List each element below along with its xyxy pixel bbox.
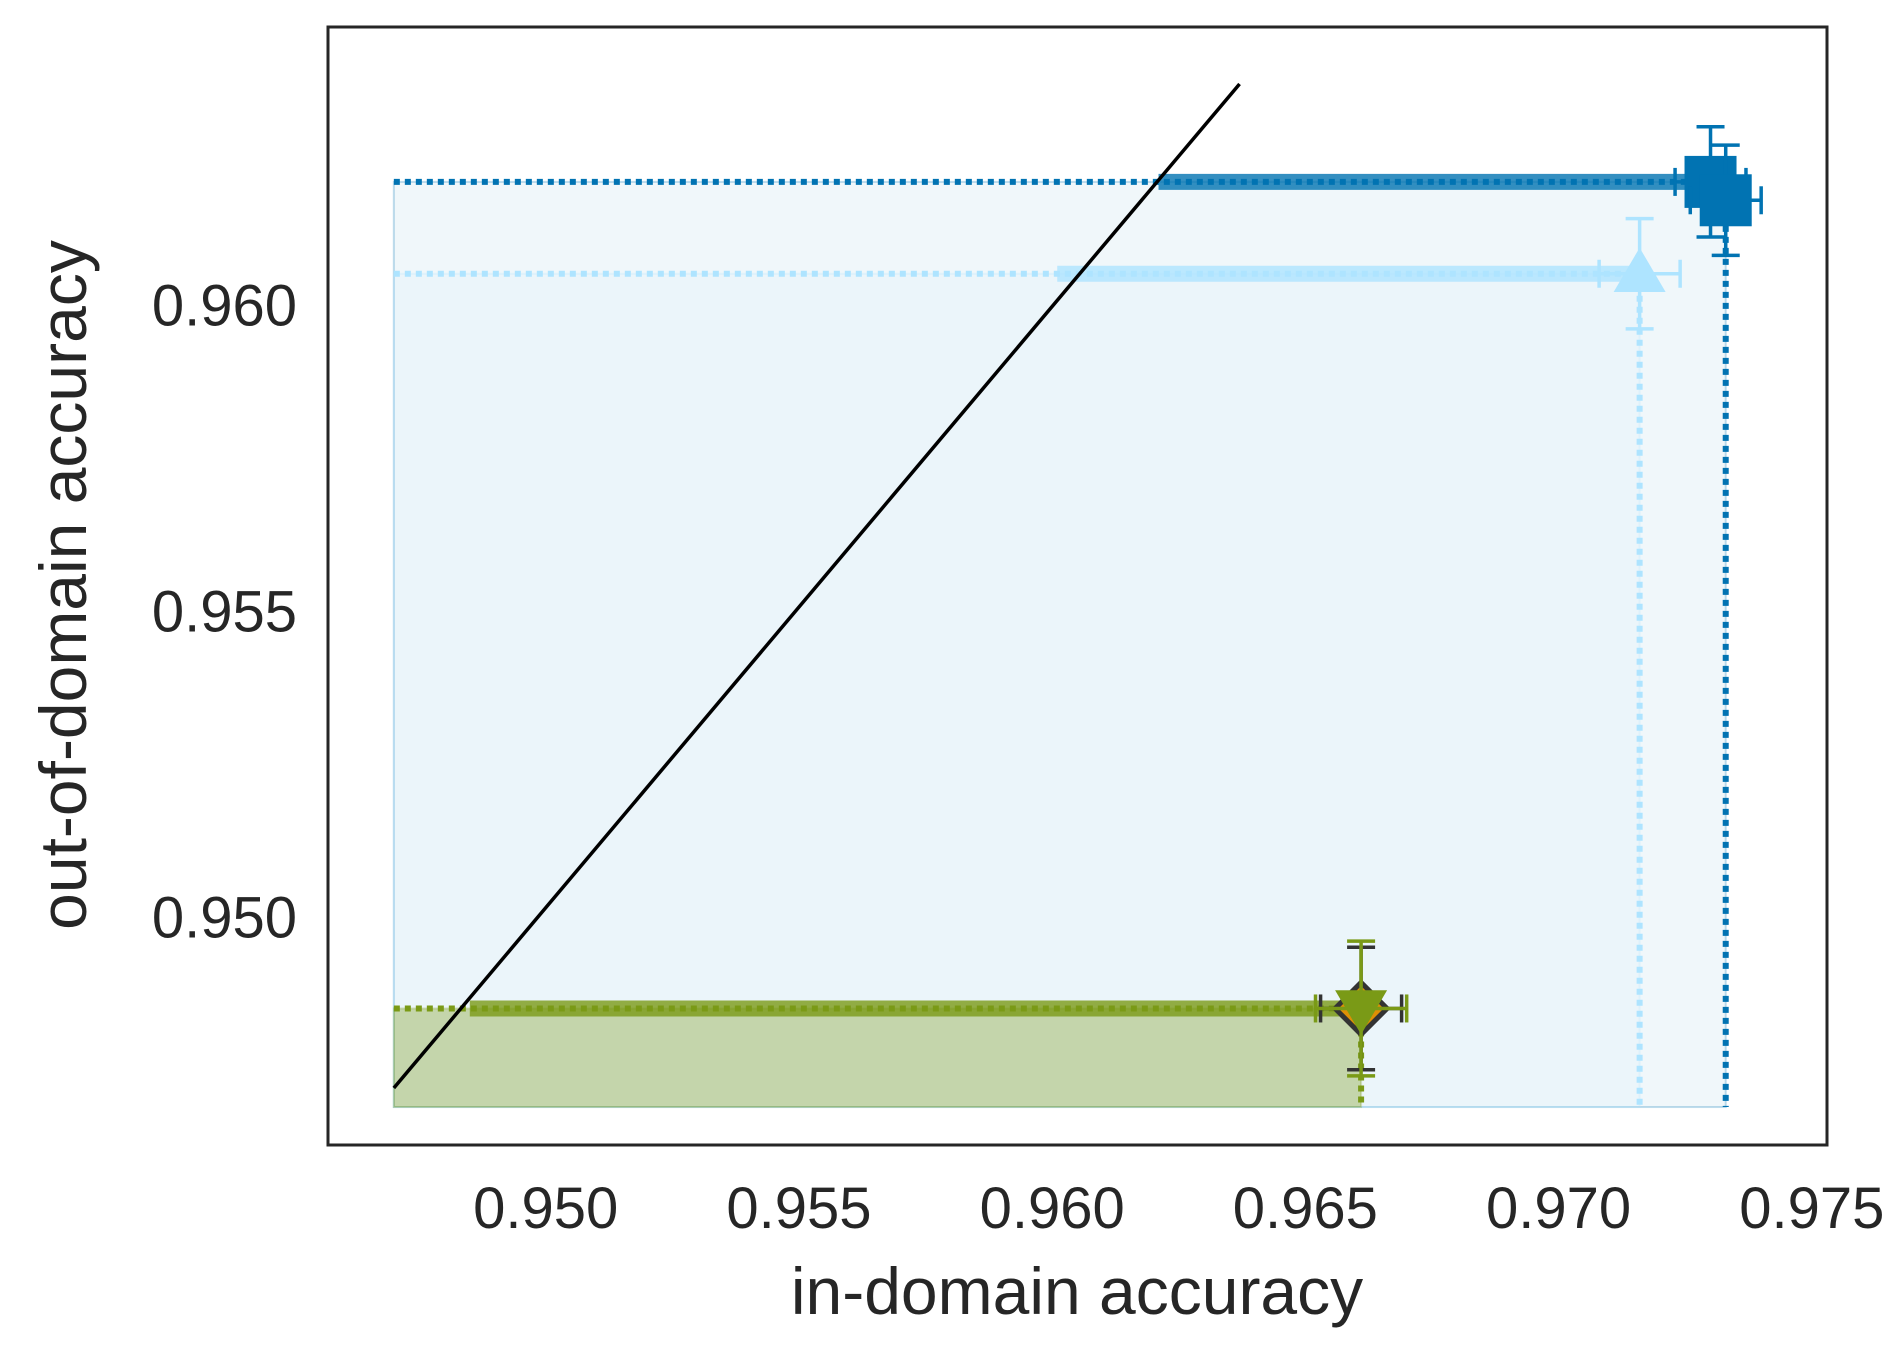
data-points bbox=[1313, 125, 1763, 1078]
pareto-fronts bbox=[393, 173, 1729, 1108]
y-tick-labels: 0.950 0.955 0.960 bbox=[152, 273, 297, 950]
x-tick-label: 0.970 bbox=[1486, 1176, 1631, 1241]
x-tick-label: 0.960 bbox=[980, 1176, 1125, 1241]
dominated-region bbox=[392, 180, 1727, 1109]
plot-frame bbox=[326, 25, 1829, 1147]
triangle-up-marker bbox=[1613, 247, 1666, 292]
y-tick-label: 0.960 bbox=[152, 273, 297, 338]
x-tick-label: 0.965 bbox=[1233, 1176, 1378, 1241]
x-tick-label: 0.975 bbox=[1739, 1176, 1884, 1241]
x-axis-label: in-domain accuracy bbox=[791, 1254, 1363, 1328]
x-tick-label: 0.950 bbox=[473, 1176, 618, 1241]
dominated-region bbox=[392, 272, 1641, 1109]
reference-line bbox=[392, 82, 1241, 1090]
reference-line-group bbox=[392, 82, 1241, 1090]
square-marker bbox=[1699, 174, 1752, 227]
y-axis-label: out-of-domain accuracy bbox=[26, 240, 100, 930]
triangle-down-marker bbox=[1335, 990, 1388, 1035]
y-tick-label: 0.955 bbox=[152, 579, 297, 644]
dominated-region bbox=[392, 1007, 1363, 1109]
x-tick-label: 0.955 bbox=[726, 1176, 871, 1241]
x-tick-labels: 0.950 0.955 0.960 0.965 0.970 0.975 bbox=[473, 1176, 1884, 1241]
dominated-regions bbox=[392, 180, 1727, 1109]
y-tick-label: 0.950 bbox=[152, 886, 297, 951]
